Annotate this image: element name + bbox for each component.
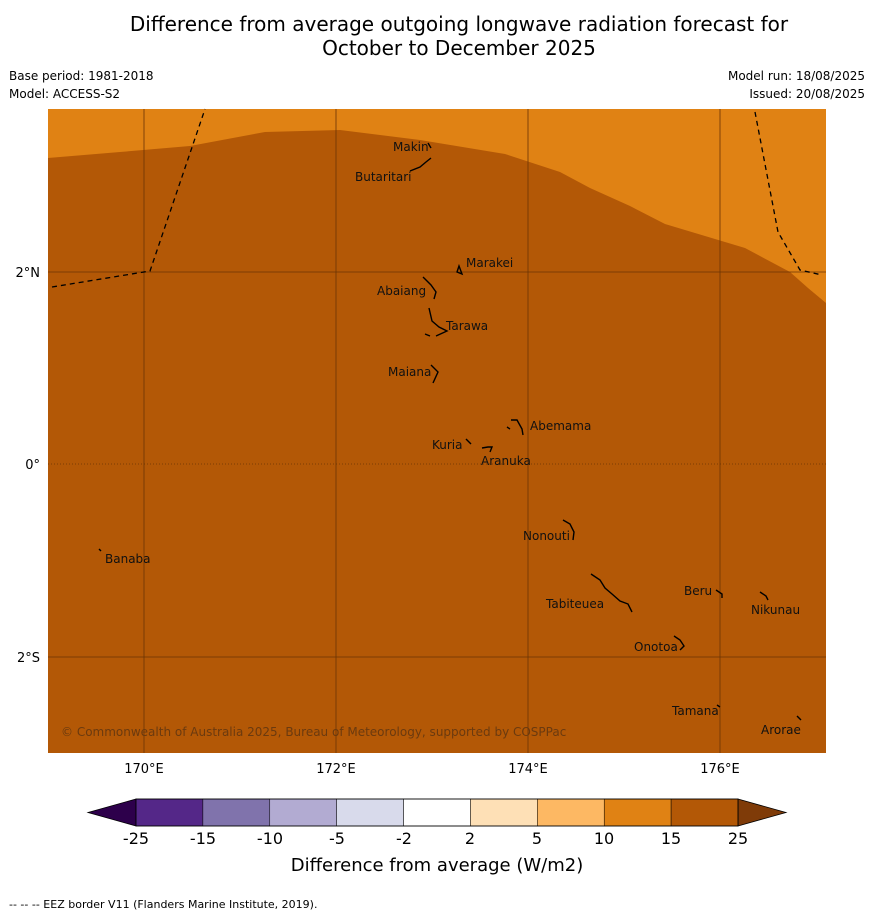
island-shape-aranuka [481, 446, 494, 453]
island-shape-arorae [796, 715, 802, 721]
eez-borders [51, 108, 823, 288]
model-run: Model run: 18/08/2025 [727, 69, 865, 83]
colorbar-box-8 [670, 798, 739, 827]
lat-tick-labels: 2°N 0° 2°S [16, 266, 41, 666]
colorbar-tick-7: 10 [594, 829, 614, 848]
colorbar-tick-labels: -25 -15 -10 -5 -2 2 5 10 15 25 [123, 829, 748, 848]
eez-border-west [51, 108, 206, 288]
island-outlines [98, 142, 802, 721]
colorbar-tick-8: 15 [661, 829, 681, 848]
island-label-nonouti: Nonouti [523, 529, 570, 543]
issued-date: Issued: 20/08/2025 [749, 87, 865, 101]
lat-tick-0: 0° [25, 458, 40, 473]
lon-tick-labels: 170°E 172°E 174°E 176°E [124, 762, 740, 777]
colorbar-label: Difference from average (W/m2) [291, 855, 583, 876]
colorbar-tick-6: 5 [532, 829, 542, 848]
island-shape-banaba [98, 548, 102, 552]
island-label-aranuka: Aranuka [481, 454, 531, 468]
colorbar-box-2 [269, 798, 337, 827]
island-shape-kuria [465, 438, 472, 445]
title-line-1: Difference from average outgoing longwav… [129, 12, 789, 36]
island-shape-maiana [430, 364, 439, 384]
eez-border-note: -- -- -- EEZ border V11 (Flanders Marine… [9, 898, 318, 911]
island-label-beru: Beru [684, 584, 712, 598]
colorbar-box-6 [537, 798, 605, 827]
island-label-abaiang: Abaiang [377, 284, 426, 298]
eez-border-east [754, 111, 823, 276]
lon-tick-172: 172°E [316, 762, 356, 777]
colorbar-box-7 [603, 798, 672, 827]
chart-title: Difference from average outgoing longwav… [0, 12, 873, 60]
island-shape-nikunau [759, 591, 769, 601]
model-name: Model: ACCESS-S2 [9, 87, 121, 101]
copyright-notice: © Commonwealth of Australia 2025, Bureau… [61, 725, 566, 739]
gridlines [48, 109, 826, 753]
island-shape-abemama [506, 419, 524, 436]
colorbar-over-arrow [737, 798, 788, 827]
colorbar-box-1 [202, 798, 271, 827]
lat-tick-2n: 2°N [16, 266, 41, 281]
island-label-kuria: Kuria [432, 438, 463, 452]
meta-right: Model run: 18/08/2025 Issued: 20/08/2025 [728, 67, 865, 103]
colorbar: -25 -15 -10 -5 -2 2 5 10 15 25 Differenc… [86, 798, 788, 876]
colorbar-tick-9: 25 [728, 829, 748, 848]
island-shape-tamana [716, 704, 721, 708]
island-shape-nonouti [562, 519, 575, 541]
island-shape-beru [715, 589, 723, 598]
island-label-tabiteuea: Tabiteuea [545, 597, 604, 611]
island-label-arorae: Arorae [761, 723, 801, 737]
colorbar-boxes [135, 798, 739, 827]
colorbar-tick-0: -25 [123, 829, 149, 848]
island-shape-tarawa [424, 307, 449, 337]
colorbar-box-0 [135, 798, 204, 827]
colorbar-tick-3: -5 [329, 829, 345, 848]
map-panel: Makin Butaritari Marakei Abaiang Tarawa … [48, 108, 826, 753]
base-period: Base period: 1981-2018 [9, 69, 154, 83]
island-label-makin: Makin [393, 140, 429, 154]
island-label-marakei: Marakei [466, 256, 513, 270]
colorbar-tick-4: -2 [396, 829, 412, 848]
island-label-tarawa: Tarawa [445, 319, 488, 333]
island-shape-tabiteuea [590, 573, 633, 613]
island-label-nikunau: Nikunau [751, 603, 800, 617]
meta-left: Base period: 1981-2018 Model: ACCESS-S2 [9, 67, 154, 103]
island-shape-butaritari [409, 157, 432, 172]
island-shape-makin [427, 142, 432, 149]
anomaly-region-15-25 [48, 130, 826, 753]
title-line-2: October to December 2025 [322, 36, 596, 60]
lon-tick-174: 174°E [508, 762, 548, 777]
colorbar-tick-5: 2 [465, 829, 475, 848]
island-labels: Makin Butaritari Marakei Abaiang Tarawa … [105, 140, 801, 737]
colorbar-tick-2: -10 [257, 829, 283, 848]
colorbar-outline [135, 798, 739, 827]
island-label-onotoa: Onotoa [634, 640, 678, 654]
island-label-tamana: Tamana [671, 704, 719, 718]
lon-tick-170: 170°E [124, 762, 164, 777]
colorbar-under-arrow [86, 798, 137, 827]
island-shape-marakei [456, 263, 464, 276]
island-shape-abaiang [422, 276, 437, 300]
colorbar-tick-1: -15 [190, 829, 216, 848]
lat-tick-2s: 2°S [17, 651, 40, 666]
colorbar-box-4 [403, 798, 471, 827]
island-label-banaba: Banaba [105, 552, 151, 566]
lon-tick-176: 176°E [700, 762, 740, 777]
island-label-butaritari: Butaritari [355, 170, 412, 184]
island-label-maiana: Maiana [388, 365, 431, 379]
colorbar-box-3 [336, 798, 404, 827]
island-label-abemama: Abemama [530, 419, 591, 433]
island-shape-onotoa [673, 635, 685, 651]
colorbar-box-5 [470, 798, 538, 827]
